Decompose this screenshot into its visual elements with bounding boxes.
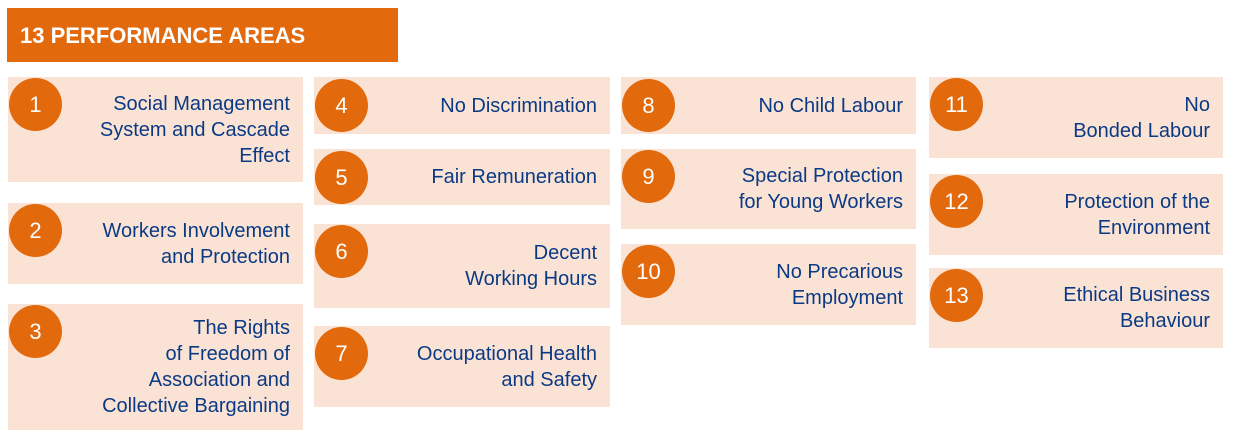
performance-area-card: 7 Occupational Health and Safety: [314, 326, 610, 407]
performance-area-card: 10 No Precarious Employment: [621, 244, 916, 325]
number-badge: 8: [622, 79, 675, 132]
number-badge: 2: [9, 204, 62, 257]
area-label: Occupational Health and Safety: [416, 342, 597, 391]
area-label: Social Management System and Cascade Eff…: [99, 92, 290, 167]
area-label: The Rights of Freedom of Association and…: [102, 317, 290, 417]
number-badge: 1: [9, 78, 62, 131]
performance-area-card: 6 Decent Working Hours: [314, 224, 610, 308]
area-label: Decent Working Hours: [465, 242, 597, 290]
area-label: Fair Remuneration: [431, 166, 597, 188]
area-label: No Bonded Labour: [1073, 93, 1210, 142]
number-badge: 4: [315, 79, 368, 132]
number-badge: 5: [315, 151, 368, 204]
performance-area-card: 3 The Rights of Freedom of Association an…: [8, 304, 303, 430]
performance-area-card: 1 Social Management System and Cascade Ef…: [8, 77, 303, 182]
performance-area-card: 8 No Child Labour: [621, 77, 916, 134]
number-badge: 10: [622, 245, 675, 298]
number-badge: 3: [9, 305, 62, 358]
number-badge: 6: [315, 225, 368, 278]
area-label: No Child Labour: [758, 94, 903, 117]
performance-area-card: 5 Fair Remuneration: [314, 149, 610, 205]
performance-area-card: 11 No Bonded Labour: [929, 77, 1223, 158]
number-badge: 7: [315, 327, 368, 380]
performance-area-card: 12 Protection of the Environment: [929, 174, 1223, 255]
performance-area-card: 2 Workers Involvement and Protection: [8, 203, 303, 284]
area-label: No Precarious Employment: [776, 260, 903, 309]
area-label: No Discrimination: [440, 94, 597, 117]
section-title: 13 PERFORMANCE AREAS: [7, 8, 398, 62]
performance-area-card: 4 No Discrimination: [314, 77, 610, 134]
number-badge: 12: [930, 175, 983, 228]
area-label: Special Protection for Young Workers: [738, 165, 903, 213]
area-label: Ethical Business Behaviour: [1063, 284, 1210, 332]
number-badge: 9: [622, 150, 675, 203]
area-label: Protection of the Environment: [1064, 190, 1210, 239]
performance-area-card: 9 Special Protection for Young Workers: [621, 149, 916, 229]
performance-area-card: 13 Ethical Business Behaviour: [929, 268, 1223, 348]
number-badge: 11: [930, 78, 983, 131]
area-label: Workers Involvement and Protection: [102, 219, 290, 268]
number-badge: 13: [930, 269, 983, 322]
